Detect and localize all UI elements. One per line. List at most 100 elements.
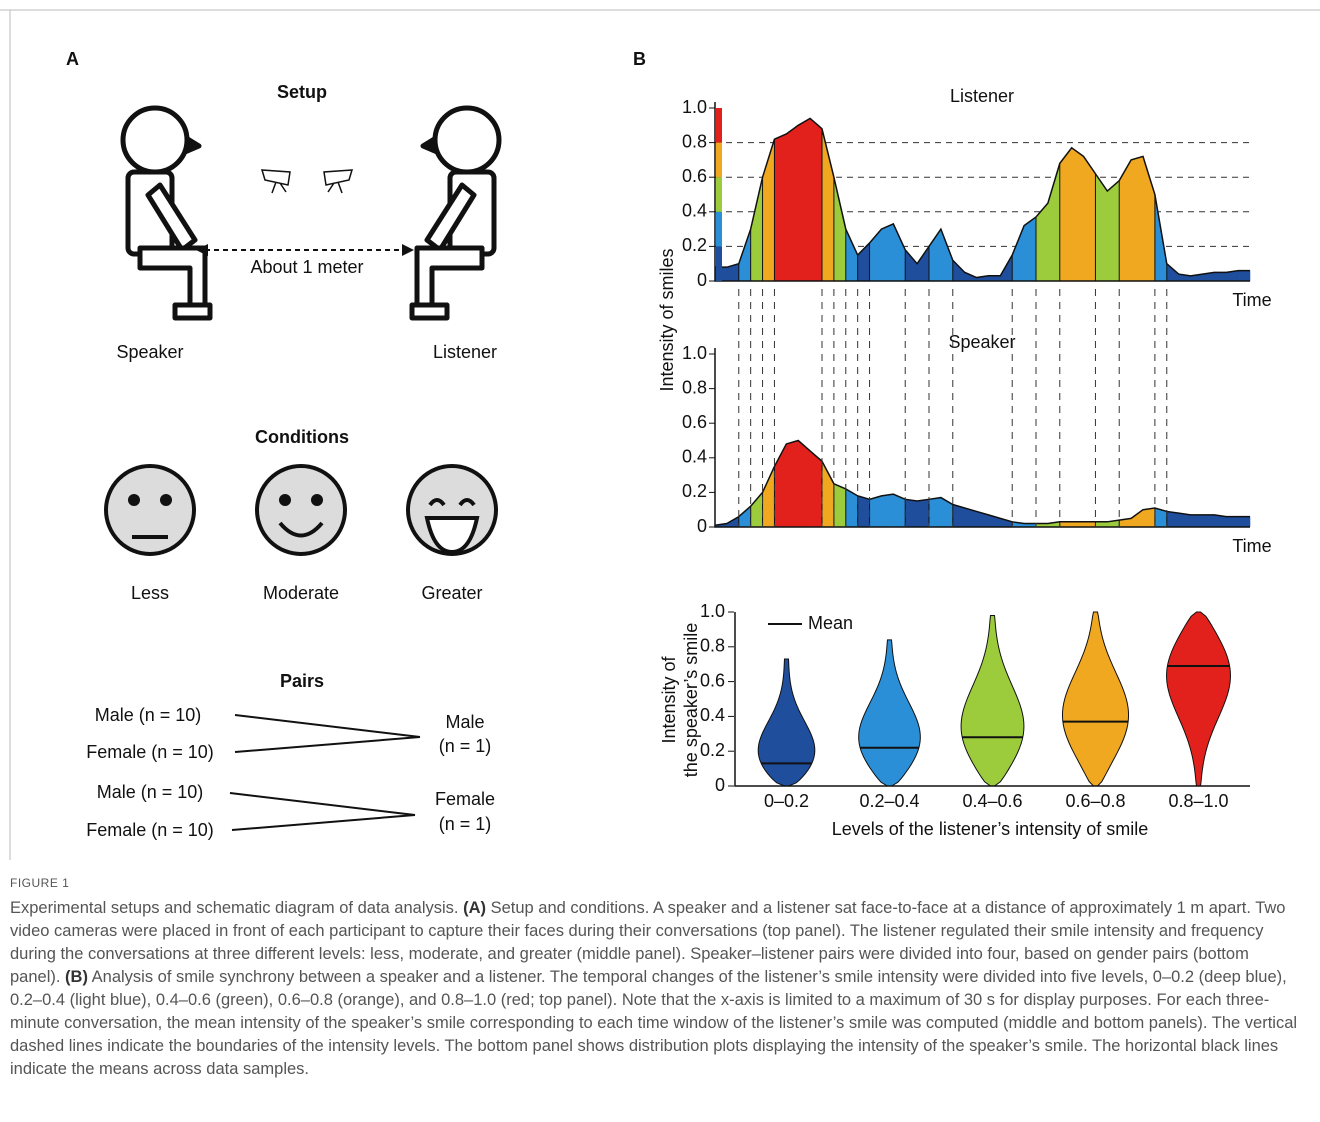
y-tick-label: 0.8 [682, 131, 707, 151]
caption-text: Analysis of smile synchrony between a sp… [10, 968, 1297, 1078]
level-fill [1060, 522, 1072, 527]
y-tick-label: 0.2 [700, 740, 725, 760]
level-fill [881, 224, 893, 281]
level-fill [786, 125, 798, 281]
level-fill [1214, 272, 1226, 281]
violin [1167, 612, 1231, 786]
y-tick-label: 1.0 [682, 97, 707, 117]
level-fill [1226, 517, 1238, 527]
level-fill [798, 441, 810, 528]
level-fill [739, 506, 751, 527]
level-fill [751, 177, 763, 281]
caption-title: Experimental setups and schematic diagra… [10, 899, 458, 917]
level-fill [786, 441, 798, 528]
condition-label: Greater [421, 583, 482, 603]
pair-lines [230, 715, 420, 830]
level-fill [1060, 148, 1072, 281]
level-fill [1095, 174, 1107, 281]
pair-listener: (n = 1) [439, 814, 492, 834]
level-fill [810, 451, 822, 527]
y-tick-label: 0 [697, 270, 707, 290]
level-fill [905, 250, 917, 281]
level-fill [988, 276, 1000, 281]
pair-listener: (n = 1) [439, 736, 492, 756]
panel-label: A [66, 49, 79, 69]
y-tick-label: 1.0 [700, 601, 725, 621]
level-fill [1131, 156, 1143, 281]
faces [106, 466, 496, 554]
violin [961, 615, 1024, 786]
y-axis-label: the speaker’s smile [681, 623, 701, 777]
level-fill [893, 224, 905, 281]
setup-title: Setup [277, 82, 327, 102]
level-fill [763, 466, 775, 527]
pair-speaker: Female (n = 10) [86, 742, 214, 762]
x-axis-label: Levels of the listener’s intensity of sm… [832, 819, 1149, 839]
x-tick-label: 0.2–0.4 [859, 791, 919, 811]
level-fill [917, 499, 929, 527]
condition-label: Less [131, 583, 169, 603]
legend-label: Mean [808, 613, 853, 633]
pairs-title: Pairs [280, 671, 324, 691]
page: A B Setup About 1 meter Speaker Listener… [0, 0, 1320, 1122]
level-fill [1024, 217, 1036, 281]
level-fill [846, 229, 858, 281]
figure-label: FIGURE 1 [10, 872, 1300, 895]
pair-speaker: Male (n = 10) [95, 705, 202, 725]
y-tick-label: 0.6 [682, 166, 707, 186]
y-axis-label: Intensity of smiles [657, 248, 677, 391]
series-title: Listener [950, 86, 1014, 106]
level-fill [1095, 522, 1107, 527]
condition-label: Moderate [263, 583, 339, 603]
pair-speaker: Female (n = 10) [86, 820, 214, 840]
caption: FIGURE 1 Experimental setups and schemat… [10, 872, 1300, 1081]
x-tick-label: 0.8–1.0 [1168, 791, 1228, 811]
level-fill [1107, 181, 1119, 281]
figure: A B Setup About 1 meter Speaker Listener… [0, 0, 1320, 860]
level-fill [798, 118, 810, 281]
y-tick-label: 0.4 [682, 447, 707, 467]
y-tick-label: 0.8 [682, 377, 707, 397]
level-key [716, 143, 722, 178]
panel-label: B [633, 49, 646, 69]
level-fill [1072, 148, 1084, 281]
level-fill [1072, 522, 1084, 527]
level-fill [881, 494, 893, 527]
listener-figure [412, 108, 499, 318]
y-tick-label: 0 [715, 775, 725, 795]
level-key [716, 108, 722, 143]
pair-speaker: Male (n = 10) [97, 782, 204, 802]
level-fill [1143, 508, 1155, 527]
x-tick-label: 0.6–0.8 [1065, 791, 1125, 811]
level-fill [941, 498, 953, 527]
pair-listener: Female [435, 789, 495, 809]
level-fill [810, 118, 822, 281]
level-fill [870, 496, 882, 527]
violin [859, 640, 921, 786]
y-tick-label: 0.4 [682, 201, 707, 221]
level-fill [1202, 515, 1214, 527]
series-title: Speaker [948, 332, 1015, 352]
y-tick-label: 0 [697, 516, 707, 536]
x-tick-label: 0–0.2 [764, 791, 809, 811]
level-fill [1084, 522, 1096, 527]
level-fill [1191, 515, 1203, 527]
distance-label: About 1 meter [250, 257, 363, 277]
x-tick-label: 0.4–0.6 [962, 791, 1022, 811]
level-fill [1012, 226, 1024, 281]
y-tick-label: 0.4 [700, 705, 725, 725]
y-tick-label: 1.0 [682, 343, 707, 363]
speaker-label: Speaker [116, 342, 183, 362]
level-fill [929, 498, 941, 527]
caption-label: (B) [65, 968, 88, 986]
y-axis-label: Intensity of [659, 655, 679, 743]
speaker-figure [123, 108, 210, 318]
level-fill [858, 496, 870, 527]
level-fill [917, 246, 929, 281]
cameras [262, 170, 352, 193]
violin [1062, 612, 1128, 786]
y-tick-label: 0.2 [682, 481, 707, 501]
level-fill [774, 134, 786, 281]
x-axis-label: Time [1232, 536, 1271, 556]
level-key [716, 246, 722, 281]
